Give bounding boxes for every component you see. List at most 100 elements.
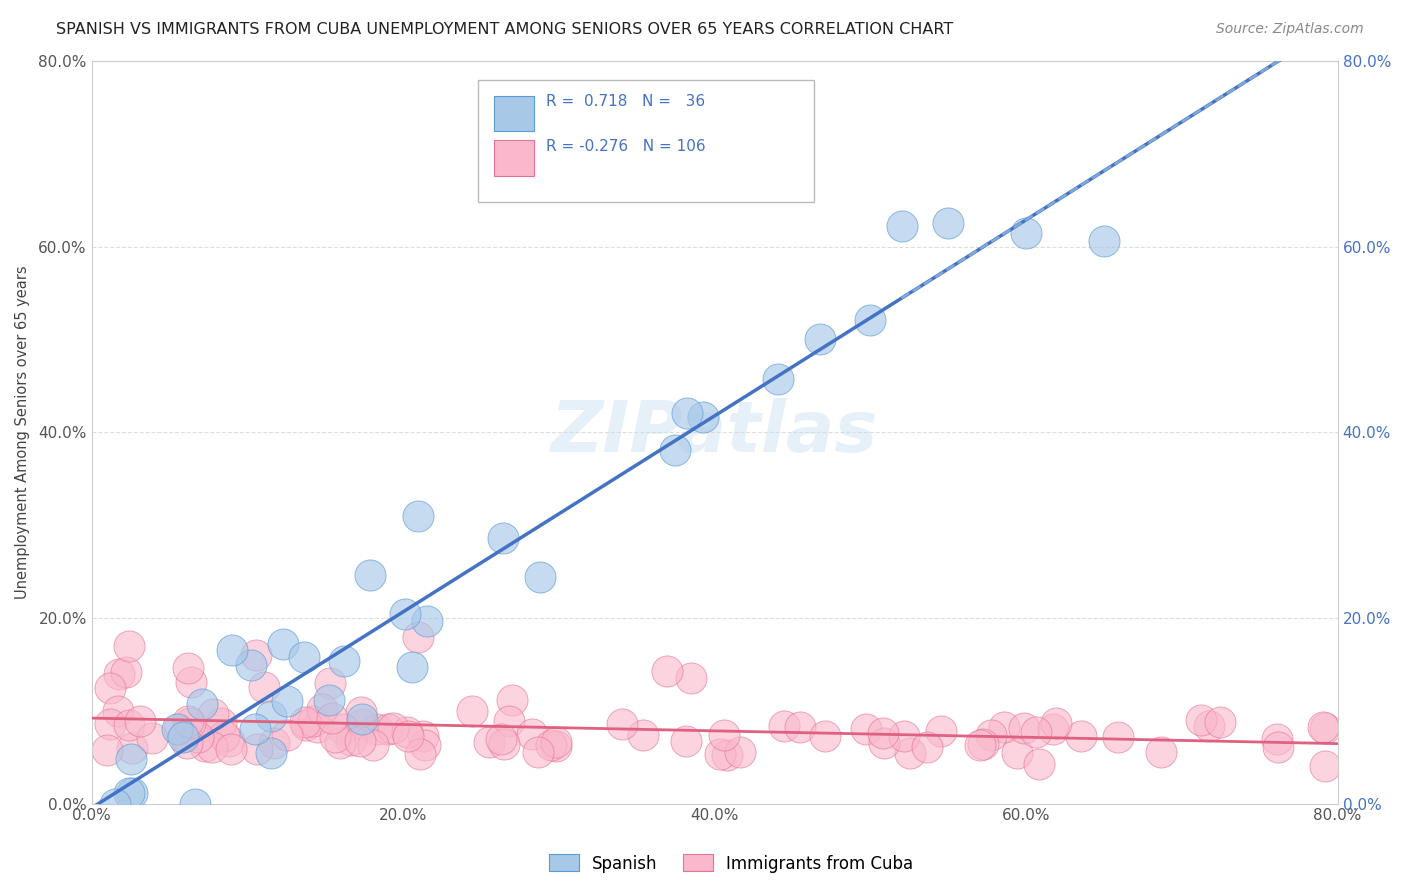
Point [377, 723, 399, 737]
Point [529, 569, 551, 583]
Point [349, 734, 371, 748]
Point [773, 719, 796, 733]
Point [1150, 745, 1173, 759]
Point [174, 730, 197, 744]
Point [540, 738, 562, 752]
Point [814, 729, 837, 743]
Point [492, 531, 515, 545]
Point [333, 654, 356, 668]
Point [172, 730, 194, 744]
Point [859, 313, 882, 327]
Point [401, 659, 423, 673]
Point [321, 711, 343, 725]
Point [1015, 226, 1038, 240]
Point [120, 752, 142, 766]
Point [350, 717, 373, 731]
Point [789, 720, 811, 734]
Legend: Spanish, Immigrants from Cuba: Spanish, Immigrants from Cuba [543, 847, 920, 880]
Point [415, 738, 437, 752]
Text: R =  0.718   N =   36: R = 0.718 N = 36 [547, 95, 706, 110]
Point [253, 680, 276, 694]
Point [1198, 719, 1220, 733]
Point [546, 739, 568, 754]
Point [1189, 714, 1212, 728]
Point [766, 372, 789, 386]
Point [221, 643, 243, 657]
Point [295, 718, 318, 732]
Point [218, 734, 240, 748]
Point [893, 729, 915, 743]
Point [993, 720, 1015, 734]
Point [107, 704, 129, 718]
Point [176, 736, 198, 750]
Point [190, 697, 212, 711]
Point [409, 747, 432, 762]
Point [350, 705, 373, 719]
Point [176, 714, 198, 728]
Point [890, 219, 912, 233]
Point [498, 714, 520, 728]
Point [664, 443, 686, 458]
Point [394, 607, 416, 622]
Text: R = -0.276   N = 106: R = -0.276 N = 106 [547, 139, 706, 154]
Text: ZIPatlas: ZIPatlas [551, 398, 879, 467]
Point [243, 723, 266, 737]
FancyBboxPatch shape [478, 79, 814, 202]
Point [294, 714, 316, 729]
Point [329, 736, 352, 750]
Point [323, 730, 346, 744]
Point [104, 797, 127, 811]
Point [276, 728, 298, 742]
Point [118, 786, 141, 800]
Point [209, 716, 232, 731]
Point [107, 666, 129, 681]
Y-axis label: Unemployment Among Seniors over 65 years: Unemployment Among Seniors over 65 years [15, 266, 30, 599]
Point [318, 692, 340, 706]
Point [406, 508, 429, 523]
Text: Source: ZipAtlas.com: Source: ZipAtlas.com [1216, 22, 1364, 37]
Point [936, 216, 959, 230]
Point [929, 724, 952, 739]
Point [202, 706, 225, 721]
Point [382, 722, 405, 736]
Point [855, 722, 877, 736]
Point [239, 658, 262, 673]
Point [214, 729, 236, 743]
Point [522, 727, 544, 741]
Point [416, 615, 439, 629]
Point [302, 714, 325, 729]
Point [332, 722, 354, 736]
Point [166, 722, 188, 736]
Point [494, 737, 516, 751]
Point [396, 729, 419, 743]
Point [180, 674, 202, 689]
Point [1265, 731, 1288, 746]
Point [121, 741, 143, 756]
Point [245, 648, 267, 662]
Point [340, 733, 363, 747]
Point [713, 728, 735, 742]
Point [1208, 715, 1230, 730]
Point [292, 649, 315, 664]
Point [1028, 756, 1050, 771]
Point [352, 712, 374, 726]
Point [657, 664, 679, 678]
Text: SPANISH VS IMMIGRANTS FROM CUBA UNEMPLOYMENT AMONG SENIORS OVER 65 YEARS CORRELA: SPANISH VS IMMIGRANTS FROM CUBA UNEMPLOY… [56, 22, 953, 37]
Point [1267, 739, 1289, 754]
Point [631, 728, 654, 742]
Point [276, 694, 298, 708]
Point [396, 725, 419, 739]
Point [679, 671, 702, 685]
Point [194, 739, 217, 754]
Point [221, 742, 243, 756]
Point [972, 737, 994, 751]
Point [311, 702, 333, 716]
Point [527, 745, 550, 759]
Point [366, 722, 388, 736]
Point [187, 730, 209, 744]
FancyBboxPatch shape [494, 140, 534, 176]
Point [318, 676, 340, 690]
Point [246, 741, 269, 756]
Point [115, 665, 138, 679]
Point [1313, 759, 1336, 773]
